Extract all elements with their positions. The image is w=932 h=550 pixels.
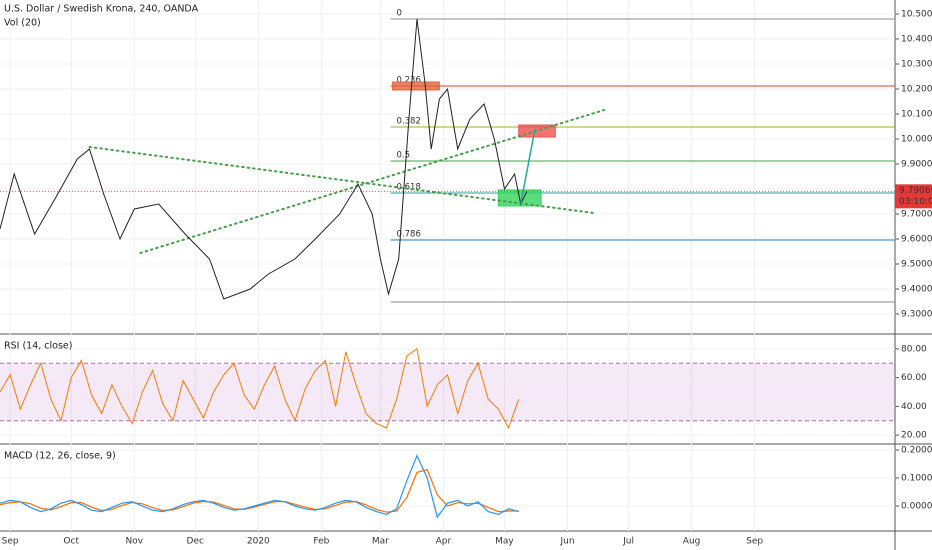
x-tick-label: Sep (746, 537, 763, 547)
y-tick-label: 60.00 (901, 373, 927, 383)
fib-label: 0.5 (397, 151, 411, 161)
x-tick-label: 2020 (247, 537, 270, 547)
symbol-title: U.S. Dollar / Swedish Krona, 240, OANDA (4, 4, 199, 15)
projection-line (519, 128, 536, 205)
y-tick-label: 9.60000 (901, 235, 932, 245)
y-tick-label: 40.00 (901, 402, 927, 412)
y-tick-label: 10.40000 (901, 35, 932, 45)
x-tick-label: Jun (559, 537, 574, 547)
last-price-badge (895, 184, 932, 209)
zone-box (392, 81, 440, 91)
x-tick-label: Dec (187, 537, 204, 547)
macd-line (0, 454, 519, 519)
rsi-line (0, 348, 520, 430)
y-tick-label: 20.00 (901, 431, 927, 441)
y-tick-label: 9.90000 (901, 160, 932, 170)
y-tick-label: 9.70000 (901, 210, 932, 220)
trendline (88, 146, 595, 214)
fib-label: 0.786 (397, 230, 421, 240)
fib-label: 0.618 (397, 183, 421, 193)
y-tick-label: 80.00 (901, 344, 927, 354)
macd-label: MACD (12, 26, close, 9) (4, 451, 116, 462)
trendline (139, 109, 606, 254)
rsi-band (0, 363, 895, 421)
x-tick-label: Aug (683, 537, 701, 547)
x-tick-label: Nov (125, 537, 143, 547)
x-tick-label: Mar (372, 537, 389, 547)
x-tick-label: May (495, 537, 514, 547)
countdown-label: 03:10:00 (899, 197, 932, 207)
fib-label: 0.236 (397, 76, 421, 86)
fib-label: 0 (397, 9, 402, 19)
x-tick-label: Jul (622, 537, 634, 547)
x-tick-label: Feb (313, 537, 329, 547)
signal-line (0, 468, 519, 513)
x-tick-label: Sep (2, 537, 19, 547)
rsi-label: RSI (14, close) (4, 341, 72, 352)
y-tick-label: 9.50000 (901, 260, 932, 270)
y-tick-label: 9.40000 (901, 285, 932, 295)
price-line (0, 18, 528, 300)
x-tick-label: Apr (436, 537, 452, 547)
volume-label: Vol (20) (4, 18, 41, 29)
x-tick-label: Oct (63, 537, 79, 547)
y-tick-label: 10.50000 (901, 10, 932, 20)
last-price-label: 9.79069 (899, 186, 932, 196)
